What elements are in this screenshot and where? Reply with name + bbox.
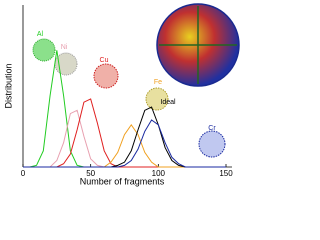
cr-cluster [198,130,226,158]
series-line [23,109,226,168]
y-axis-title: Distribution [3,63,13,108]
x-tick-label: 50 [86,169,95,178]
series-line [23,124,226,168]
series-line [23,106,226,168]
ni-cluster [54,52,78,76]
series-line [23,119,226,168]
x-tick-label: 0 [21,169,26,178]
al-cluster [32,38,56,62]
series-label: Cu [100,57,109,64]
x-tick-label: 100 [152,169,166,178]
chart: Number of fragments Distribution 0 50 100 1… [3,3,240,186]
series-line [23,98,226,168]
x-axis-title: Number of fragments [80,176,165,186]
series-label: Cr [208,125,216,132]
cu-cluster [93,63,119,89]
series-label: Al [37,31,44,38]
series-label: Ideal [160,99,176,106]
series-label: Fe [154,79,162,86]
series-label: Ni [61,44,68,51]
x-tick-label: 150 [219,169,233,178]
fe-cluster [145,87,169,111]
cluster-images [32,3,240,158]
